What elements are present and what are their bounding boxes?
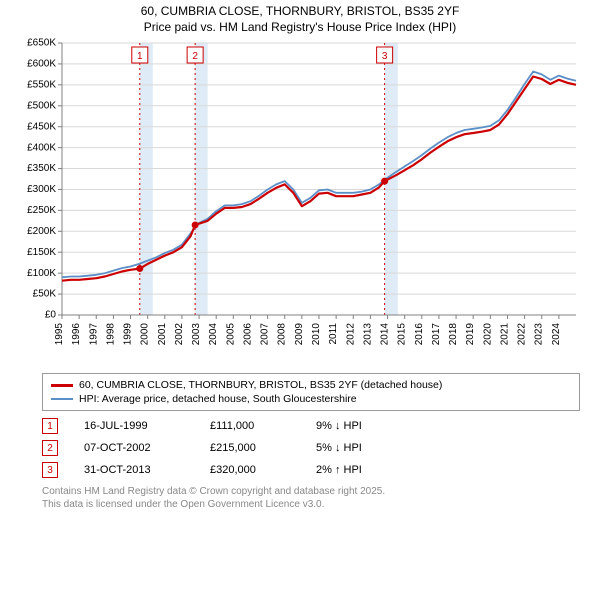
sale-price: £215,000 [210, 442, 290, 454]
svg-text:2020: 2020 [482, 323, 493, 346]
legend: 60, CUMBRIA CLOSE, THORNBURY, BRISTOL, B… [42, 373, 580, 411]
svg-text:2017: 2017 [431, 323, 442, 346]
svg-text:£400K: £400K [27, 142, 56, 153]
sale-pct: 9% ↓ HPI [316, 420, 406, 432]
chart-title: 60, CUMBRIA CLOSE, THORNBURY, BRISTOL, B… [0, 0, 600, 37]
svg-text:£500K: £500K [27, 101, 56, 112]
svg-text:£50K: £50K [33, 289, 57, 300]
sale-pct: 5% ↓ HPI [316, 442, 406, 454]
svg-text:£450K: £450K [27, 122, 56, 133]
sale-date: 07-OCT-2002 [84, 442, 184, 454]
svg-text:£650K: £650K [27, 38, 56, 49]
svg-text:2006: 2006 [242, 323, 253, 346]
table-row: 1 16-JUL-1999 £111,000 9% ↓ HPI [42, 415, 580, 437]
footer-line-2: This data is licensed under the Open Gov… [42, 498, 580, 511]
title-line-1: 60, CUMBRIA CLOSE, THORNBURY, BRISTOL, B… [0, 4, 600, 20]
svg-text:1999: 1999 [123, 323, 134, 346]
footer-line-1: Contains HM Land Registry data © Crown c… [42, 485, 580, 498]
svg-text:£350K: £350K [27, 163, 56, 174]
svg-text:2021: 2021 [499, 323, 510, 346]
svg-text:2018: 2018 [448, 323, 459, 346]
svg-text:2011: 2011 [328, 323, 339, 345]
svg-text:2001: 2001 [157, 323, 168, 346]
sale-date: 31-OCT-2013 [84, 464, 184, 476]
table-row: 3 31-OCT-2013 £320,000 2% ↑ HPI [42, 459, 580, 481]
sale-price: £111,000 [210, 420, 290, 432]
sale-price: £320,000 [210, 464, 290, 476]
svg-text:1996: 1996 [71, 323, 82, 346]
svg-text:£0: £0 [45, 310, 57, 321]
svg-text:2008: 2008 [277, 323, 288, 346]
title-line-2: Price paid vs. HM Land Registry's House … [0, 20, 600, 36]
svg-text:2000: 2000 [140, 323, 151, 346]
table-row: 2 07-OCT-2002 £215,000 5% ↓ HPI [42, 437, 580, 459]
legend-item: 60, CUMBRIA CLOSE, THORNBURY, BRISTOL, B… [51, 378, 571, 392]
svg-text:1998: 1998 [105, 323, 116, 346]
legend-label: 60, CUMBRIA CLOSE, THORNBURY, BRISTOL, B… [79, 379, 442, 391]
svg-text:2014: 2014 [380, 323, 391, 346]
svg-text:2002: 2002 [174, 323, 185, 346]
line-chart: £0 £50K £100K £150K £200K £250K £300K £350K £400… [20, 37, 580, 367]
svg-text:2004: 2004 [208, 323, 219, 346]
sale-date: 16-JUL-1999 [84, 420, 184, 432]
svg-text:2024: 2024 [551, 323, 562, 346]
svg-text:£300K: £300K [27, 184, 56, 195]
svg-text:2013: 2013 [362, 323, 373, 346]
svg-text:2016: 2016 [414, 323, 425, 346]
svg-text:£100K: £100K [27, 268, 56, 279]
svg-text:2019: 2019 [465, 323, 476, 346]
svg-text:2003: 2003 [191, 323, 202, 346]
svg-text:2023: 2023 [534, 323, 545, 346]
svg-text:£150K: £150K [27, 247, 56, 258]
sales-table: 1 16-JUL-1999 £111,000 9% ↓ HPI 2 07-OCT… [42, 415, 580, 481]
legend-swatch [51, 398, 73, 400]
svg-text:2022: 2022 [517, 323, 528, 346]
svg-text:£250K: £250K [27, 205, 56, 216]
svg-text:3: 3 [382, 51, 388, 62]
svg-text:2009: 2009 [294, 323, 305, 346]
legend-item: HPI: Average price, detached house, Sout… [51, 392, 571, 406]
svg-text:1997: 1997 [88, 323, 99, 346]
sale-badge: 1 [42, 418, 58, 434]
svg-text:2010: 2010 [311, 323, 322, 346]
svg-text:2007: 2007 [260, 323, 271, 346]
svg-text:2012: 2012 [345, 323, 356, 346]
svg-text:2015: 2015 [397, 323, 408, 346]
sale-badge: 2 [42, 440, 58, 456]
chart-area: £0 £50K £100K £150K £200K £250K £300K £350K £400… [20, 37, 580, 367]
legend-label: HPI: Average price, detached house, Sout… [79, 393, 357, 405]
svg-text:£600K: £600K [27, 59, 56, 70]
svg-text:2: 2 [192, 51, 198, 62]
svg-text:£200K: £200K [27, 226, 56, 237]
svg-text:1: 1 [137, 51, 143, 62]
svg-text:1995: 1995 [54, 323, 65, 346]
legend-swatch [51, 384, 73, 387]
svg-text:£550K: £550K [27, 80, 56, 91]
footer: Contains HM Land Registry data © Crown c… [42, 485, 580, 511]
sale-badge: 3 [42, 462, 58, 478]
sale-pct: 2% ↑ HPI [316, 464, 406, 476]
svg-text:2005: 2005 [225, 323, 236, 346]
